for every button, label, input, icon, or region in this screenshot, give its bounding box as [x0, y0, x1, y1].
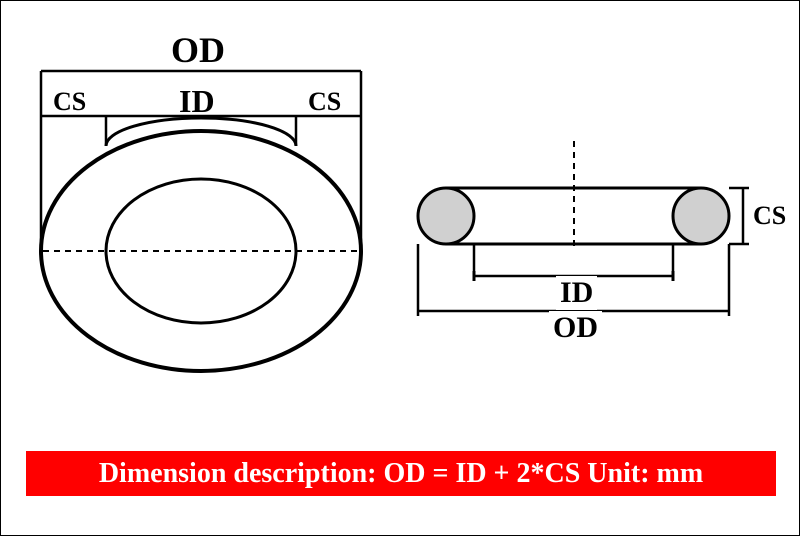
diagram-area: OD ID CS CS CS ID OD — [1, 1, 800, 421]
od-label-left: OD — [171, 29, 225, 71]
right-cs-circle — [673, 188, 729, 244]
od-label-right: OD — [549, 311, 602, 345]
formula-bar: Dimension description: OD = ID + 2*CS Un… — [26, 451, 776, 496]
id-label-right: ID — [556, 276, 597, 310]
id-label-left: ID — [179, 83, 215, 120]
cs-label-left2: CS — [308, 87, 341, 117]
left-cs-circle — [418, 188, 474, 244]
cs-label-right: CS — [753, 201, 786, 231]
diagram-svg — [1, 1, 800, 421]
cs-label-left1: CS — [53, 87, 86, 117]
